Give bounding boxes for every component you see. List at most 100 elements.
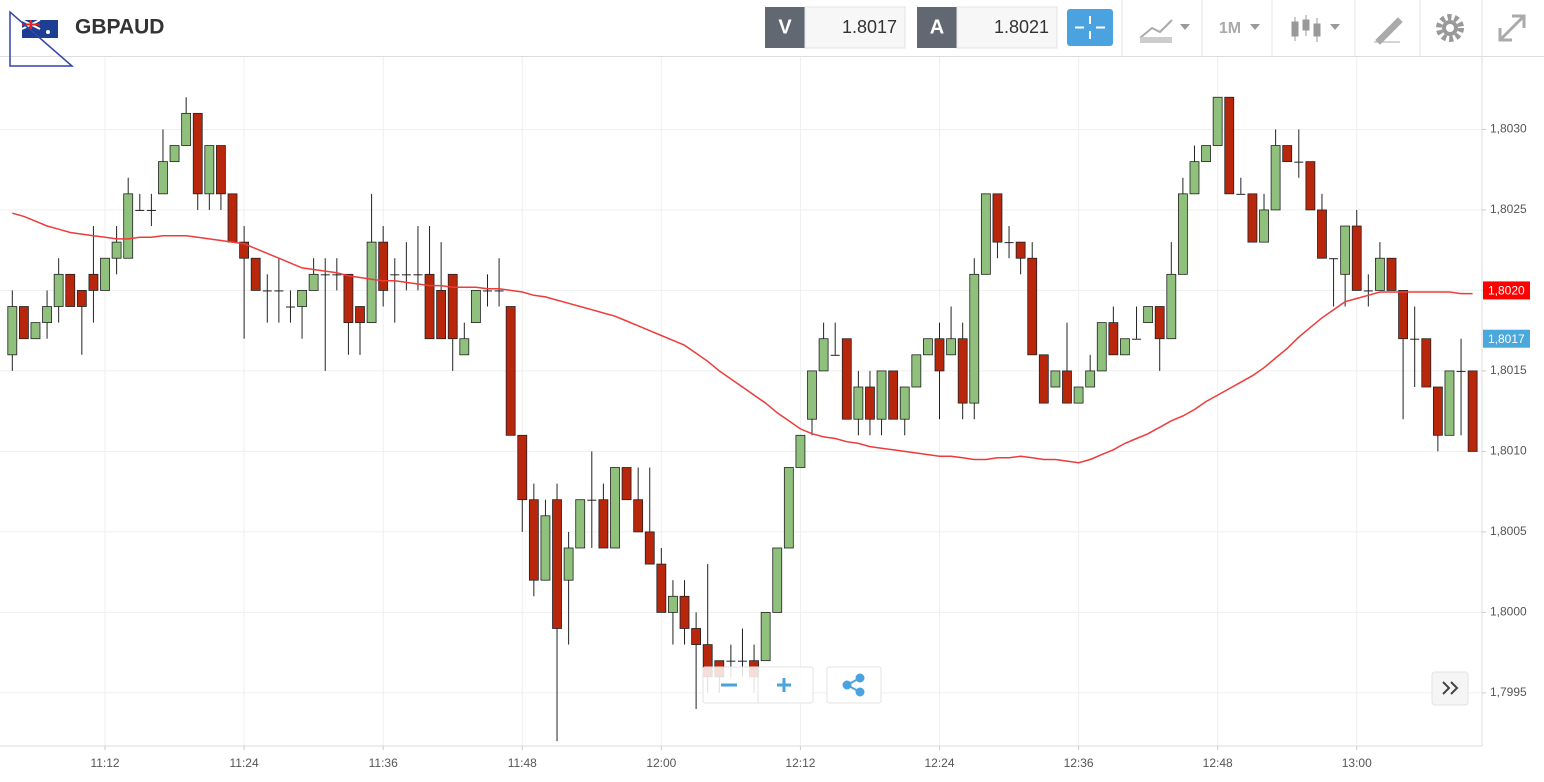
grid	[0, 57, 1482, 746]
candle-body	[146, 209, 156, 211]
candle-body	[366, 241, 377, 324]
candle-body	[1340, 225, 1351, 275]
candle-body	[42, 306, 52, 324]
buy-button[interactable]	[917, 7, 957, 48]
crosshair-button[interactable]	[1067, 9, 1113, 46]
candle-body	[1166, 273, 1177, 340]
candle-body	[818, 338, 829, 372]
candle-body	[969, 273, 980, 404]
candle-body	[262, 290, 272, 292]
candle-body	[876, 370, 887, 420]
candle-body	[980, 193, 991, 275]
candle-body	[53, 273, 64, 307]
candle-body	[390, 274, 400, 276]
candle-body	[482, 290, 492, 292]
sell-price-box[interactable]	[804, 6, 906, 49]
moving-average-line	[12, 212, 1473, 464]
fullscreen-button[interactable]	[1498, 14, 1526, 42]
candle-body	[320, 274, 330, 276]
x-tick-label: 12:36	[1064, 756, 1094, 770]
candle-body	[1467, 370, 1478, 452]
draw-tools-button[interactable]	[1374, 17, 1403, 45]
share-button[interactable]	[842, 673, 865, 697]
candle-body	[1189, 161, 1200, 195]
candle-body	[807, 370, 817, 420]
candle-body	[470, 290, 481, 324]
candle-body	[123, 193, 134, 259]
scroll-right-button[interactable]	[1431, 671, 1469, 706]
candle-body	[1224, 96, 1235, 195]
candle-body	[332, 274, 342, 276]
chart-type-button[interactable]	[1139, 19, 1190, 43]
candle-body	[1247, 193, 1258, 243]
price-marker	[1483, 329, 1530, 348]
candle-body	[934, 338, 945, 372]
x-tick-label: 11:12	[90, 756, 119, 770]
candle-body	[621, 467, 632, 501]
candle-body	[1050, 370, 1061, 388]
candle-body	[923, 338, 933, 356]
settings-button[interactable]	[1436, 14, 1464, 42]
candle-body	[853, 386, 864, 420]
candle-body	[737, 660, 747, 662]
candle-body	[30, 322, 41, 340]
candle-body	[783, 467, 794, 549]
candle-body	[540, 515, 551, 581]
candle-body	[204, 145, 215, 195]
candle-body	[88, 273, 99, 291]
candle-body	[274, 290, 284, 292]
candle-body	[227, 193, 238, 243]
candle-body	[1317, 209, 1327, 259]
candle-body	[505, 306, 516, 436]
candle-body	[239, 241, 250, 259]
candle-body	[192, 112, 203, 195]
candle-body	[447, 273, 458, 340]
candle-body	[841, 338, 852, 420]
candle-body	[691, 628, 702, 645]
candle-body	[1329, 258, 1339, 260]
separators	[1121, 0, 1483, 56]
candle-body	[1004, 242, 1014, 244]
y-tick-label: 1,7995	[1490, 685, 1527, 699]
candle-body	[413, 274, 423, 276]
candle-body	[1421, 338, 1432, 388]
candle-body	[726, 660, 736, 662]
timeframe[interactable]: 1M	[1219, 20, 1241, 37]
x-tick-label: 11:24	[230, 756, 259, 770]
candle-body	[946, 338, 956, 356]
candle-body	[285, 306, 295, 308]
candle-body	[911, 354, 922, 388]
candle-body	[1259, 209, 1269, 243]
candle-body	[830, 354, 840, 356]
candle-body	[111, 241, 122, 259]
candle-body	[1073, 386, 1084, 404]
candle-body	[1270, 145, 1281, 211]
candle-body	[1015, 241, 1026, 259]
candle-body	[1456, 370, 1466, 372]
candle-body	[424, 273, 435, 340]
candle-body	[1282, 145, 1293, 163]
x-tick-label: 11:48	[508, 756, 537, 770]
candle-body	[668, 595, 678, 613]
candle-body	[7, 306, 18, 356]
candle-body	[216, 145, 226, 195]
candle-body	[1085, 370, 1096, 388]
sell-button[interactable]	[765, 7, 805, 48]
zoom-in[interactable]	[777, 678, 791, 692]
y-tick-label: 1,8025	[1490, 202, 1527, 216]
candle-body	[76, 290, 87, 307]
symbol: GBPAUD	[75, 16, 164, 39]
buy-price-box[interactable]	[956, 6, 1058, 49]
candle-body	[1201, 145, 1211, 163]
candle-body	[1363, 290, 1373, 292]
candle-style-button[interactable]	[1291, 15, 1340, 42]
candle-body	[18, 306, 29, 340]
candle-body	[644, 531, 655, 565]
candle-body	[436, 290, 447, 340]
candle-body	[355, 306, 365, 324]
candle-body	[1212, 96, 1223, 146]
candle-body	[1444, 370, 1455, 436]
sell-price: 1.8017	[842, 17, 897, 37]
candle-body	[1177, 193, 1188, 275]
candle-body	[297, 290, 307, 307]
